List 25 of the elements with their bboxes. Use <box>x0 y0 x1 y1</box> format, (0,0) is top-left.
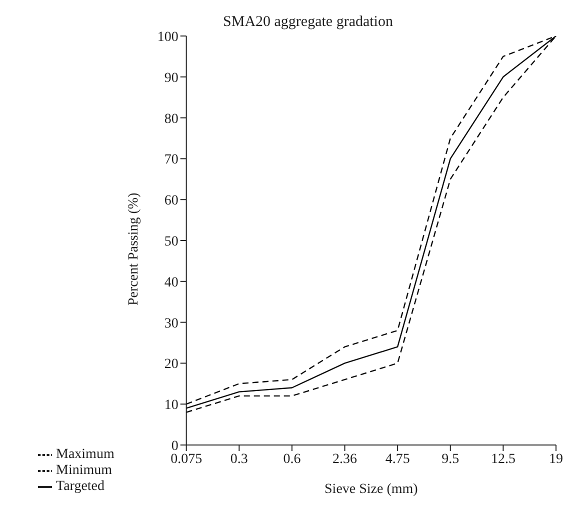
x-tick-label: 9.5 <box>442 452 460 467</box>
chart-title: SMA20 aggregate gradation <box>223 14 394 30</box>
y-tick-label: 100 <box>157 30 178 45</box>
y-tick-label: 50 <box>164 234 178 250</box>
y-tick-label: 40 <box>164 275 178 290</box>
y-tick-label: 90 <box>164 70 178 86</box>
x-tick-label: 2.36 <box>332 452 358 467</box>
y-tick-label: 60 <box>164 194 178 209</box>
legend-label: Targeted <box>56 479 105 494</box>
legend-label: Maximum <box>56 447 114 462</box>
x-tick-label: 0.6 <box>283 452 301 467</box>
x-tick-label: 4.75 <box>385 452 410 467</box>
y-tick-label: 80 <box>164 112 178 127</box>
y-tick-label: 20 <box>164 357 178 372</box>
y-tick-label: 10 <box>164 398 178 414</box>
legend-label: Minimum <box>56 463 112 478</box>
x-tick-label: 12.5 <box>490 452 516 467</box>
x-tick-label: 0.075 <box>170 452 202 467</box>
y-tick-label: 30 <box>164 316 178 332</box>
x-tick-label: 19 <box>549 452 563 467</box>
y-axis-title: Percent Passing (%) <box>126 192 142 306</box>
y-tick-label: 70 <box>164 152 178 168</box>
x-axis-title: Sieve Size (mm) <box>324 482 418 497</box>
y-tick-label: 0 <box>171 438 178 454</box>
x-tick-label: 0.3 <box>230 452 248 467</box>
